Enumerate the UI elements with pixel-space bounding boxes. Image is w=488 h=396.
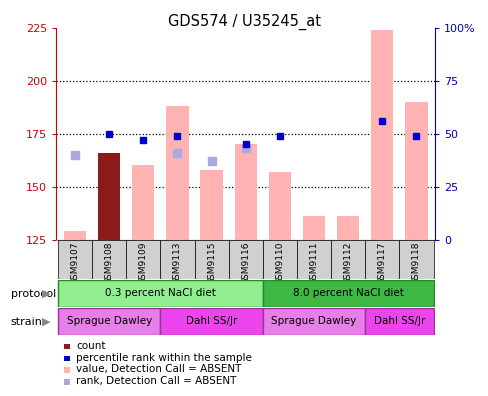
Bar [262,308,365,335]
Bar [92,240,126,279]
Text: 0.3 percent NaCl diet: 0.3 percent NaCl diet [105,288,215,299]
Bar [365,308,433,335]
Bar [330,240,365,279]
Bar [166,106,188,240]
Bar [64,231,86,240]
Text: Sprague Dawley: Sprague Dawley [271,316,356,326]
Text: GSM9110: GSM9110 [275,242,284,285]
Bar [58,308,160,335]
Bar [58,280,262,307]
Text: GSM9113: GSM9113 [173,242,182,285]
Text: ▶: ▶ [42,289,51,299]
Text: Sprague Dawley: Sprague Dawley [66,316,151,326]
Text: count: count [76,341,105,351]
Bar [234,144,256,240]
Text: 8.0 percent NaCl diet: 8.0 percent NaCl diet [292,288,403,299]
Bar [399,240,433,279]
Bar [98,153,120,240]
Text: GSM9107: GSM9107 [70,242,80,285]
Text: value, Detection Call = ABSENT: value, Detection Call = ABSENT [76,364,241,375]
Bar [296,240,330,279]
Text: GSM9112: GSM9112 [343,242,352,285]
Bar [370,30,392,240]
Text: GSM9111: GSM9111 [309,242,318,285]
Bar [132,166,154,240]
Text: Dahl SS/Jr: Dahl SS/Jr [185,316,237,326]
Bar [228,240,262,279]
Bar [336,216,359,240]
Bar [160,240,194,279]
Text: GSM9108: GSM9108 [104,242,113,285]
Bar [58,240,92,279]
Bar [365,240,399,279]
Text: GSM9116: GSM9116 [241,242,250,285]
Text: strain: strain [11,316,42,327]
Bar [302,216,325,240]
Text: GSM9118: GSM9118 [411,242,420,285]
Bar [262,280,433,307]
Text: rank, Detection Call = ABSENT: rank, Detection Call = ABSENT [76,376,236,386]
Text: GSM9117: GSM9117 [377,242,386,285]
Bar [126,240,160,279]
Bar [405,102,427,240]
Bar [194,240,228,279]
Bar [200,169,222,240]
Text: ▶: ▶ [42,316,51,327]
Text: percentile rank within the sample: percentile rank within the sample [76,352,252,363]
Bar [268,172,290,240]
Bar [160,308,262,335]
Text: Dahl SS/Jr: Dahl SS/Jr [373,316,424,326]
Bar [262,240,296,279]
Text: GDS574 / U35245_at: GDS574 / U35245_at [168,14,320,30]
Text: GSM9109: GSM9109 [139,242,147,285]
Text: protocol: protocol [11,289,56,299]
Text: GSM9115: GSM9115 [206,242,216,285]
